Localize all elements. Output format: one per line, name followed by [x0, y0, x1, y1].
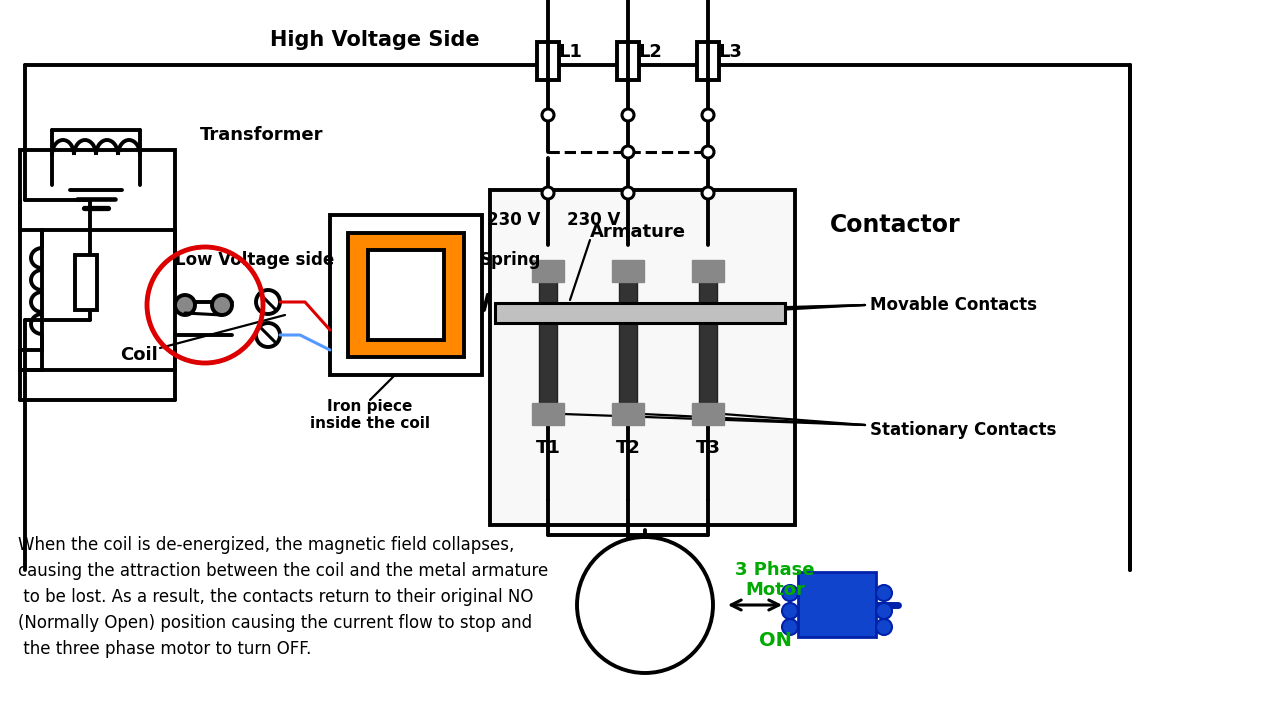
Circle shape: [782, 585, 797, 601]
Text: Stationary Contacts: Stationary Contacts: [870, 421, 1056, 439]
Circle shape: [701, 187, 714, 199]
Circle shape: [256, 290, 280, 314]
Text: 230 V: 230 V: [486, 211, 540, 229]
Text: causing the attraction between the coil and the metal armature: causing the attraction between the coil …: [18, 562, 548, 580]
Bar: [490, 190, 795, 525]
Bar: [20, 150, 175, 370]
Bar: [495, 303, 785, 323]
Bar: [612, 403, 644, 425]
Bar: [330, 215, 483, 375]
Circle shape: [577, 537, 713, 673]
Text: Transformer: Transformer: [200, 126, 324, 144]
Circle shape: [876, 603, 892, 619]
Bar: [699, 282, 717, 403]
Text: ON: ON: [759, 631, 791, 649]
Circle shape: [541, 187, 554, 199]
Bar: [532, 403, 564, 425]
Bar: [612, 260, 644, 282]
Circle shape: [622, 146, 634, 158]
Text: T1: T1: [535, 439, 561, 457]
Text: Armature: Armature: [590, 223, 686, 241]
Text: to be lost. As a result, the contacts return to their original NO: to be lost. As a result, the contacts re…: [18, 588, 534, 606]
Bar: [617, 42, 639, 80]
Bar: [538, 42, 559, 80]
Text: Spring: Spring: [479, 251, 540, 269]
Text: T3: T3: [695, 439, 721, 457]
Text: Contactor: Contactor: [829, 213, 960, 237]
Text: the three phase motor to turn OFF.: the three phase motor to turn OFF.: [18, 640, 311, 658]
Text: When the coil is de-energized, the magnetic field collapses,: When the coil is de-energized, the magne…: [18, 536, 515, 554]
Circle shape: [175, 295, 195, 315]
Text: L2: L2: [637, 43, 662, 61]
Bar: [698, 42, 719, 80]
Text: T2: T2: [616, 439, 640, 457]
Text: Movable Contacts: Movable Contacts: [870, 296, 1037, 314]
Text: 3 Phase
Motor: 3 Phase Motor: [735, 561, 815, 599]
Bar: [692, 260, 724, 282]
Text: L3: L3: [718, 43, 742, 61]
Circle shape: [876, 585, 892, 601]
Text: High Voltage Side: High Voltage Side: [270, 30, 480, 50]
Circle shape: [541, 109, 554, 121]
Text: Low Voltage side: Low Voltage side: [175, 251, 334, 269]
Bar: [348, 233, 465, 357]
Text: Coil: Coil: [120, 346, 157, 364]
Text: Iron piece
inside the coil: Iron piece inside the coil: [310, 399, 430, 431]
Circle shape: [876, 619, 892, 635]
Circle shape: [701, 109, 714, 121]
Bar: [532, 260, 564, 282]
Circle shape: [701, 146, 714, 158]
Bar: [692, 403, 724, 425]
Circle shape: [622, 187, 634, 199]
Text: 230 V: 230 V: [567, 211, 620, 229]
Circle shape: [212, 295, 232, 315]
Bar: [797, 572, 876, 637]
Text: (Normally Open) position causing the current flow to stop and: (Normally Open) position causing the cur…: [18, 614, 532, 632]
Bar: [620, 282, 637, 403]
Text: L1: L1: [558, 43, 582, 61]
Bar: [369, 250, 444, 340]
Circle shape: [622, 109, 634, 121]
Circle shape: [782, 603, 797, 619]
Bar: [76, 255, 97, 310]
Circle shape: [256, 323, 280, 347]
Circle shape: [782, 619, 797, 635]
Bar: [539, 282, 557, 403]
